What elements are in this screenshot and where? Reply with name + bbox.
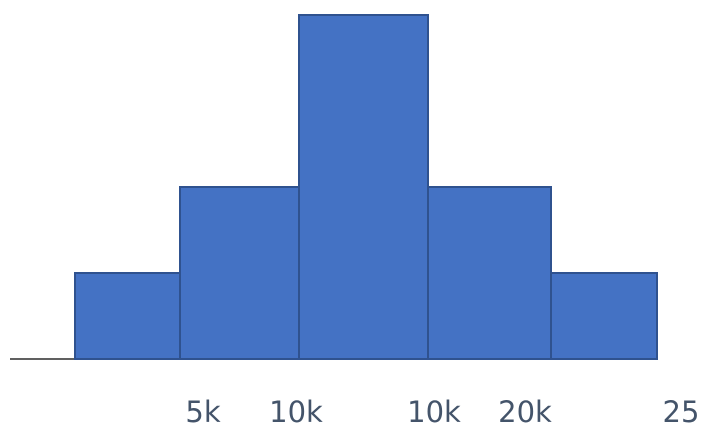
x-tick-label: 20k [498, 395, 552, 429]
histogram-bar [74, 272, 181, 360]
x-tick-label: 5k [185, 395, 220, 429]
tick-labels-group: 5k 10k 10k 20k 25 [185, 395, 699, 429]
histogram-bar [427, 186, 552, 360]
histogram-bar [179, 186, 300, 360]
bars-group [74, 14, 658, 360]
x-tick-label: 25 [663, 395, 700, 429]
histogram-bar [298, 14, 429, 360]
x-tick-label: 10k [407, 395, 461, 429]
histogram-bar [550, 272, 658, 360]
x-tick-label: 10k [269, 395, 323, 429]
